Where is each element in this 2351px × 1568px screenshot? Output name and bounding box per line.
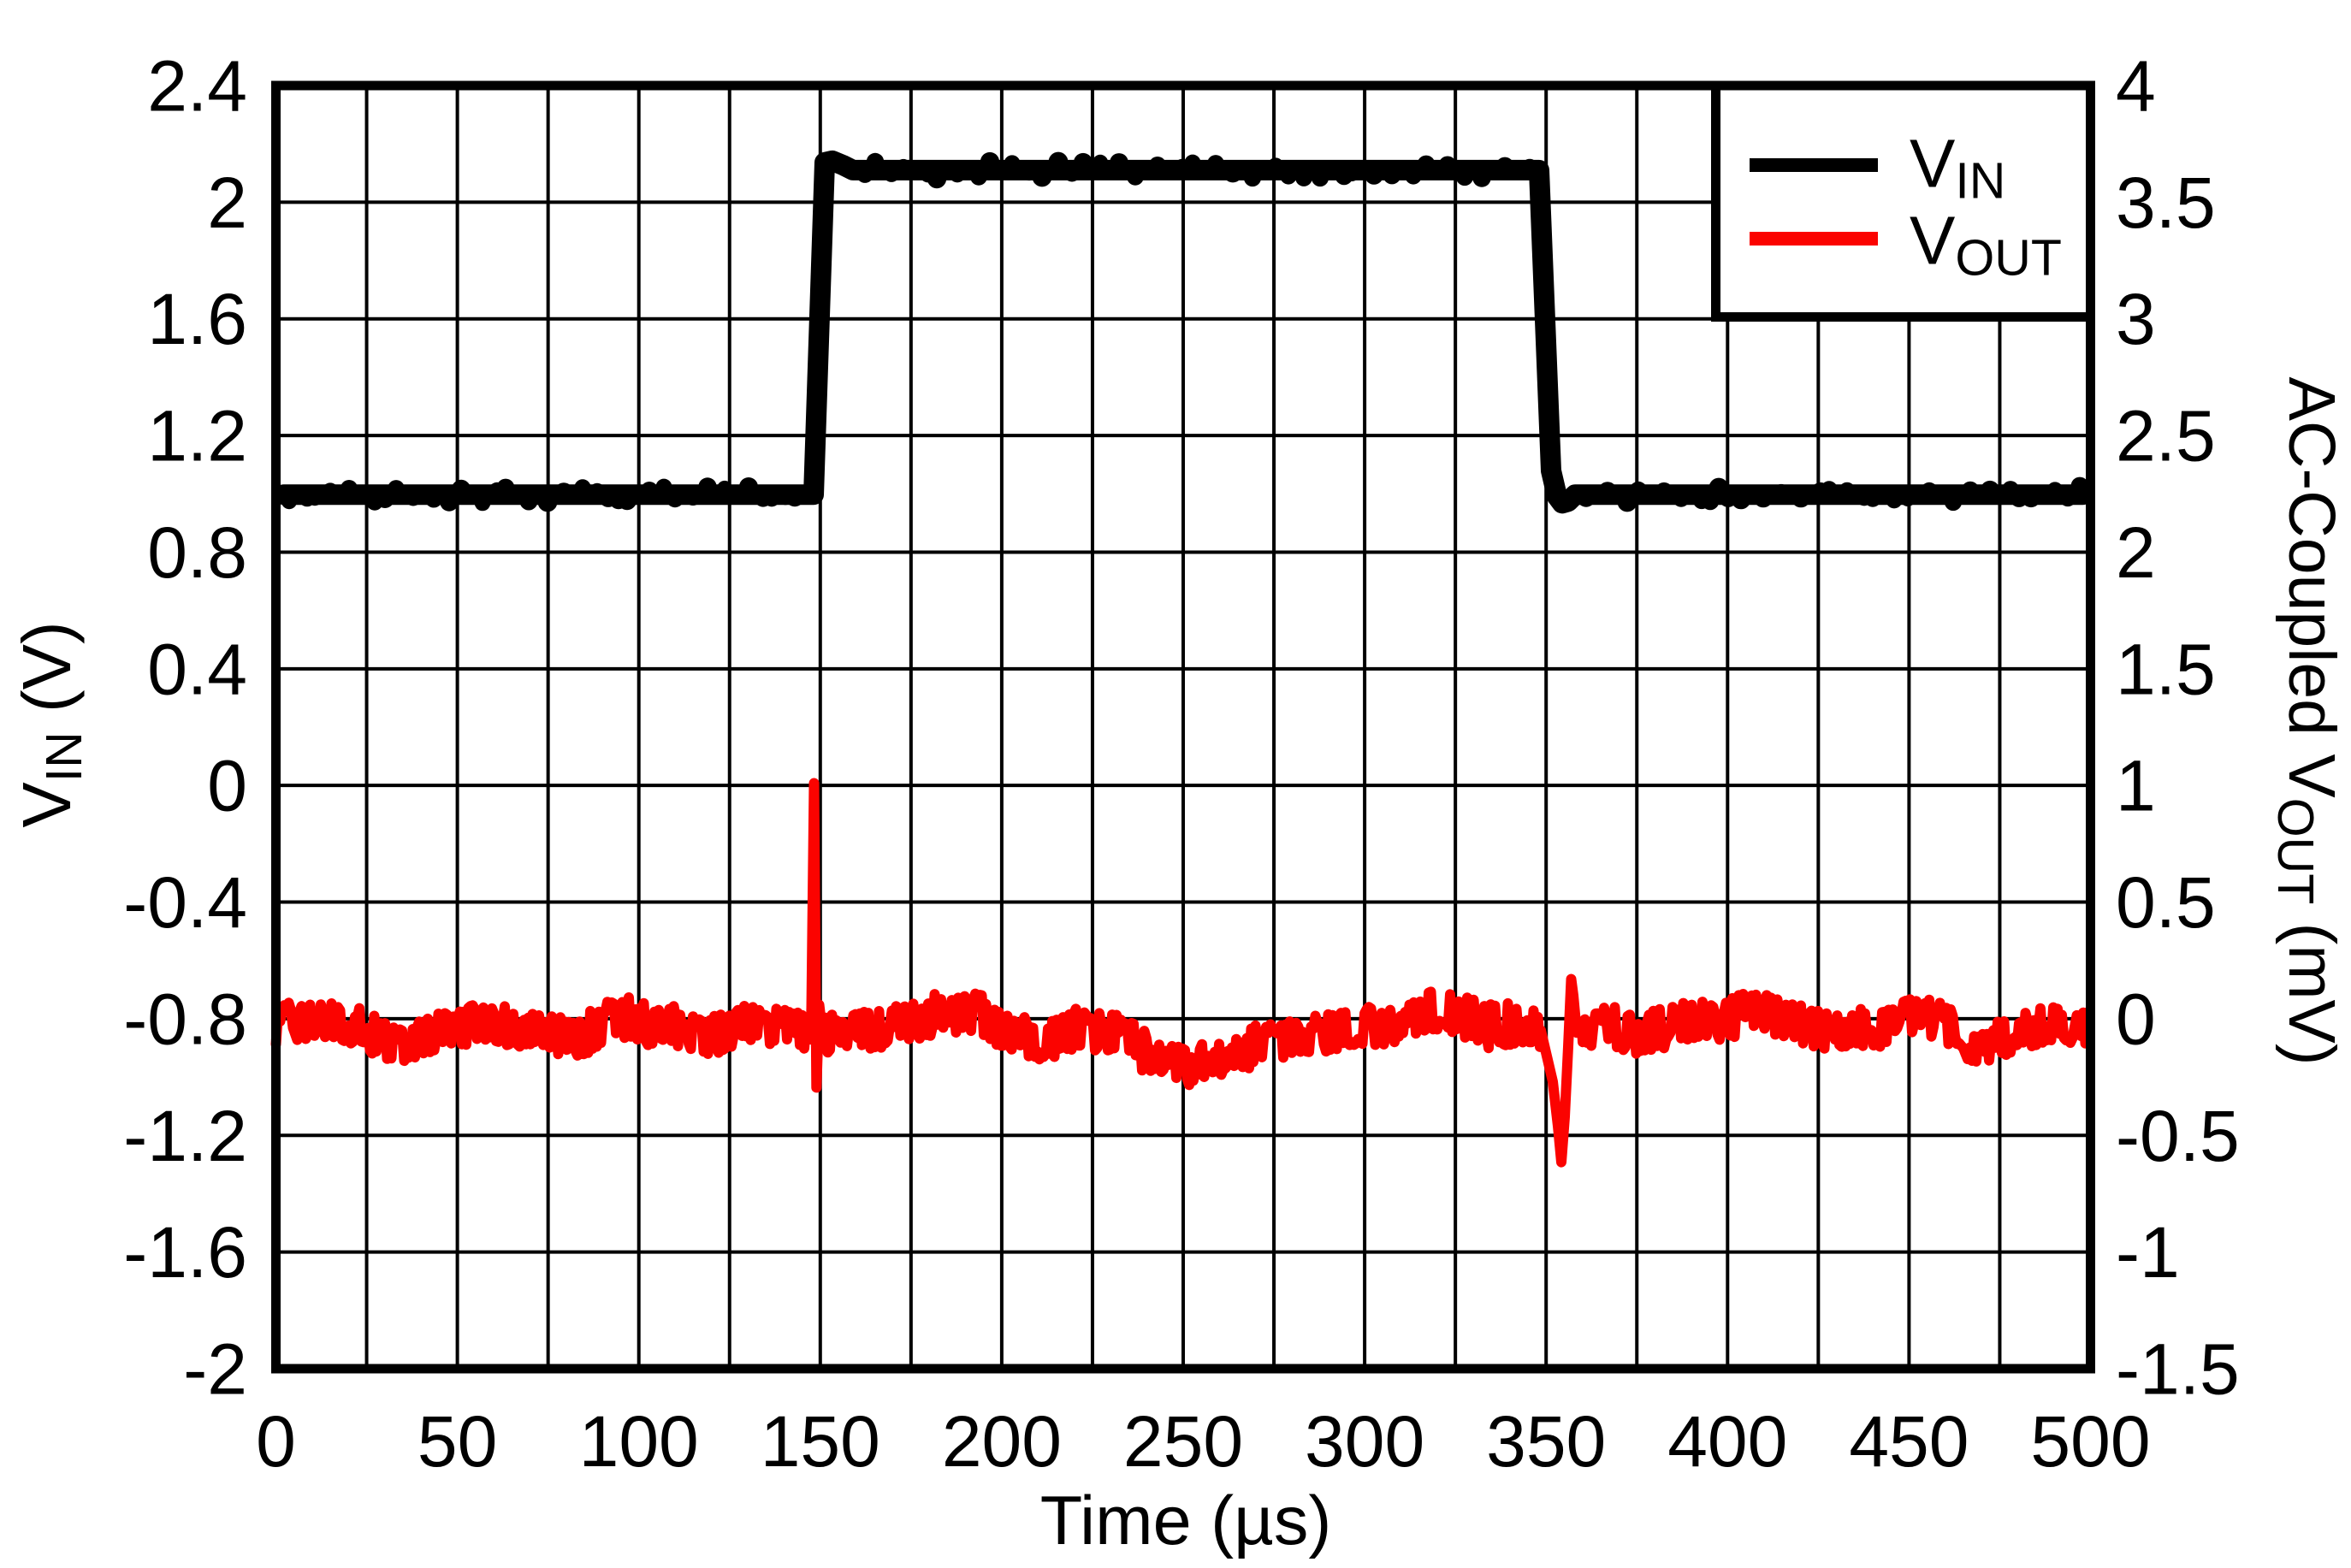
svg-text:3: 3	[2116, 279, 2156, 359]
svg-text:-1.2: -1.2	[123, 1096, 247, 1176]
svg-text:250: 250	[1123, 1401, 1243, 1482]
svg-text:150: 150	[761, 1401, 880, 1482]
svg-text:-1.6: -1.6	[123, 1212, 247, 1293]
svg-text:450: 450	[1849, 1401, 1969, 1482]
svg-text:1.6: 1.6	[147, 279, 247, 359]
svg-text:2: 2	[207, 163, 247, 243]
svg-text:300: 300	[1305, 1401, 1424, 1482]
svg-text:-1.5: -1.5	[2116, 1329, 2240, 1410]
svg-text:2.5: 2.5	[2116, 396, 2216, 476]
svg-text:-2: -2	[183, 1329, 247, 1410]
svg-text:400: 400	[1667, 1401, 1787, 1482]
svg-text:4: 4	[2116, 46, 2156, 127]
svg-text:0: 0	[256, 1401, 296, 1482]
svg-text:350: 350	[1486, 1401, 1606, 1482]
svg-text:100: 100	[579, 1401, 699, 1482]
svg-text:50: 50	[417, 1401, 497, 1482]
svg-text:0: 0	[2116, 979, 2156, 1059]
svg-text:0.8: 0.8	[147, 512, 247, 593]
svg-text:VIN (V): VIN (V)	[9, 621, 92, 827]
svg-text:-1: -1	[2116, 1212, 2180, 1293]
svg-text:AC-Coupled VOUT (mV): AC-Coupled VOUT (mV)	[2267, 377, 2348, 1066]
svg-text:2: 2	[2116, 512, 2156, 593]
svg-text:3.5: 3.5	[2116, 163, 2216, 243]
svg-text:-0.5: -0.5	[2116, 1096, 2240, 1176]
svg-text:-0.4: -0.4	[123, 862, 247, 943]
svg-text:0: 0	[207, 746, 247, 826]
svg-text:2.4: 2.4	[147, 46, 247, 127]
svg-text:1: 1	[2116, 746, 2156, 826]
svg-text:1.5: 1.5	[2116, 629, 2216, 709]
svg-text:1.2: 1.2	[147, 396, 247, 476]
svg-text:500: 500	[2030, 1401, 2150, 1482]
svg-text:200: 200	[942, 1401, 1062, 1482]
svg-text:-0.8: -0.8	[123, 979, 247, 1059]
svg-text:0.4: 0.4	[147, 629, 247, 709]
svg-text:Time (µs): Time (µs)	[1040, 1482, 1332, 1559]
svg-text:0.5: 0.5	[2116, 862, 2216, 943]
